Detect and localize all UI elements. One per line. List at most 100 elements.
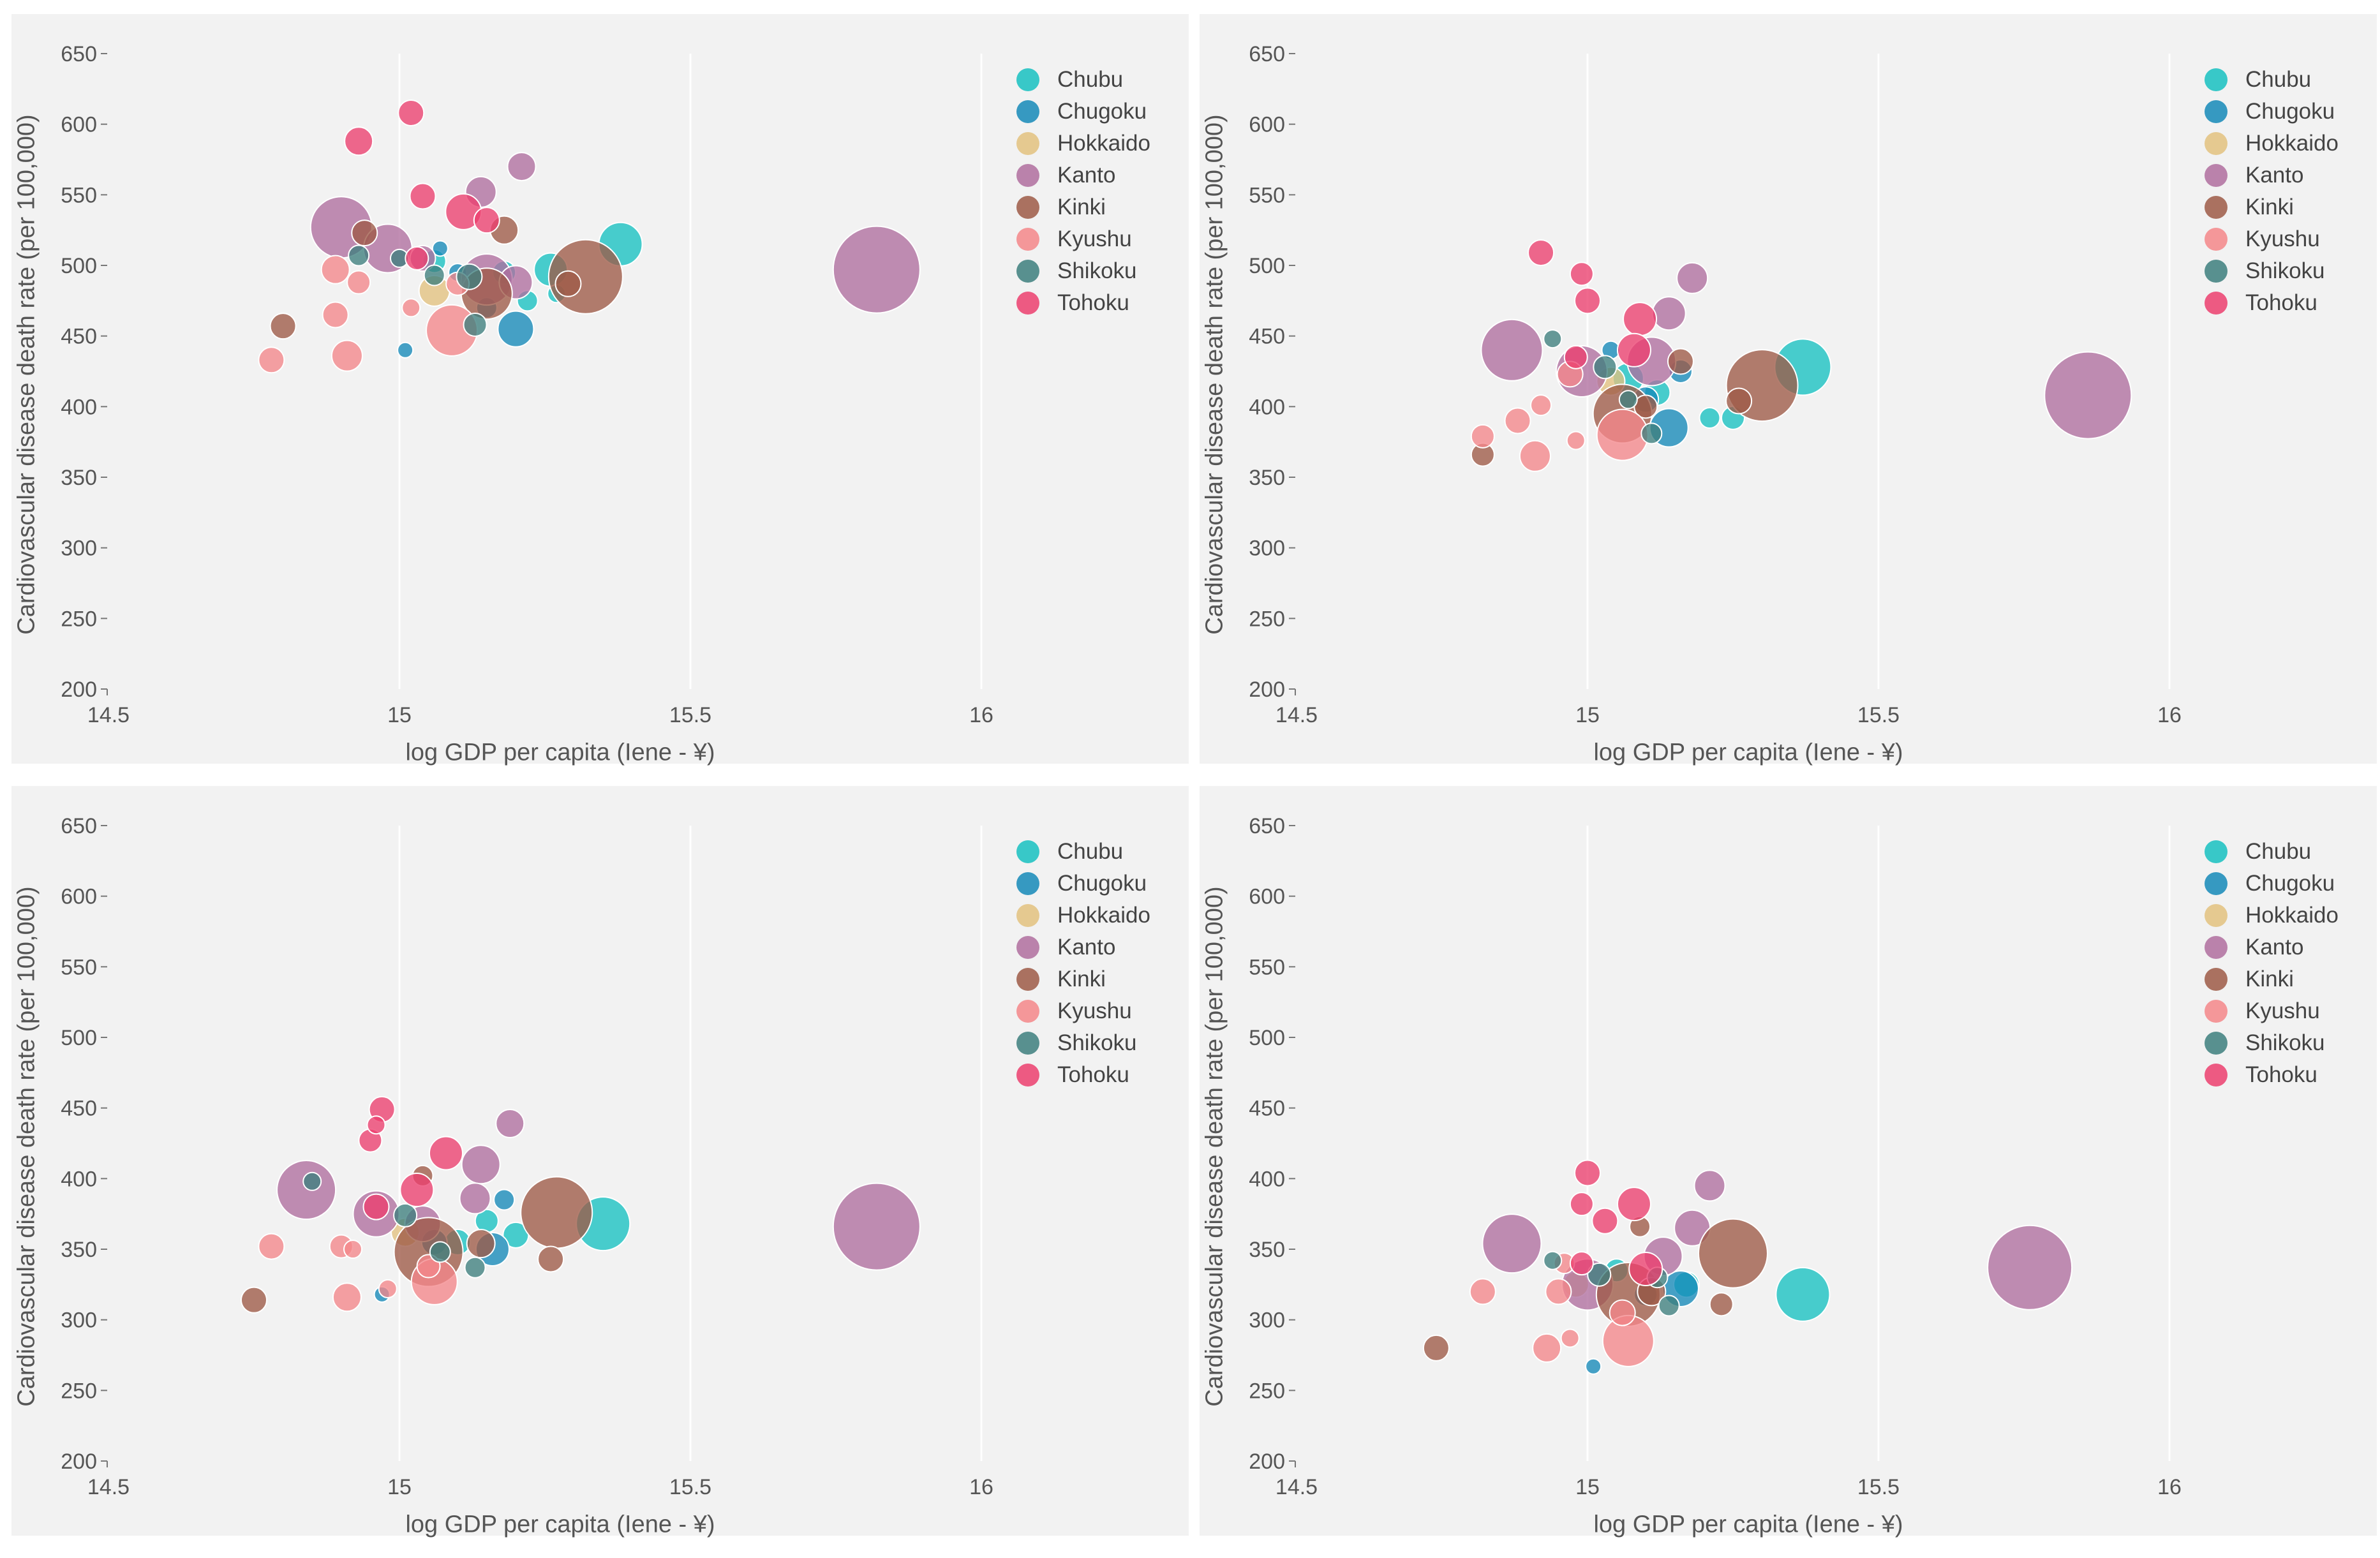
legend-item-chugoku[interactable]: Chugoku [2205, 96, 2339, 128]
y-tick-label: 500 [61, 1026, 97, 1050]
data-point-kyushu [1596, 408, 1649, 461]
legend-marker-icon [1016, 68, 1039, 91]
legend-item-shikoku[interactable]: Shikoku [1016, 1027, 1150, 1059]
data-point-shikoku [1543, 329, 1563, 349]
legend-item-kinki[interactable]: Kinki [2205, 191, 2339, 223]
legend-item-kyushu[interactable]: Kyushu [2205, 995, 2339, 1027]
legend-item-kanto[interactable]: Kanto [1016, 931, 1150, 963]
y-tick-label: 550 [61, 183, 97, 207]
legend-item-chubu[interactable]: Chubu [2205, 64, 2339, 96]
legend-item-hokkaido[interactable]: Hokkaido [2205, 900, 2339, 931]
legend-label: Hokkaido [1057, 131, 1150, 156]
data-point-tohoku [1569, 262, 1594, 286]
legend-label: Chugoku [1057, 871, 1147, 896]
legend-marker-icon [1016, 872, 1039, 895]
y-axis-title: Cardiovascular disease death rate (per 1… [13, 886, 40, 1407]
y-tick-label: 650 [61, 814, 97, 838]
legend-item-hokkaido[interactable]: Hokkaido [2205, 128, 2339, 160]
y-axis-title: Cardiovascular disease death rate (per 1… [1201, 886, 1228, 1407]
legend-item-chubu[interactable]: Chubu [1016, 64, 1150, 96]
legend-item-kanto[interactable]: Kanto [1016, 160, 1150, 191]
chart-panel: 200 250 300 350 400 450 500 550 600 650 14.5 15 15.5… [1200, 786, 2377, 1538]
legend-item-kanto[interactable]: Kanto [2205, 931, 2339, 963]
data-point-kanto [1693, 1169, 1726, 1202]
legend-marker-icon [2205, 1064, 2228, 1087]
legend-marker-icon [1016, 260, 1039, 283]
data-point-kyushu [346, 270, 371, 295]
y-axis-title: Cardiovascular disease death rate (per 1… [1201, 114, 1228, 635]
data-point-shikoku [1618, 390, 1638, 410]
data-point-kyushu [322, 301, 349, 329]
data-point-tohoku [1569, 1192, 1594, 1217]
data-point-kinki [537, 1245, 565, 1273]
data-point-shikoku [302, 1171, 322, 1191]
legend-marker-icon [1016, 100, 1039, 123]
legend-label: Kanto [2245, 163, 2304, 188]
data-point-tohoku [1591, 1207, 1619, 1235]
legend-marker-icon [1016, 968, 1039, 991]
legend-item-shikoku[interactable]: Shikoku [2205, 255, 2339, 287]
chart-panel: 200 250 300 350 400 450 500 550 600 650 14.5 15 15.5… [1200, 14, 2377, 766]
legend-label: Shikoku [2245, 1030, 2325, 1055]
legend-item-kyushu[interactable]: Kyushu [1016, 995, 1150, 1027]
legend-item-chubu[interactable]: Chubu [2205, 836, 2339, 868]
legend-item-hokkaido[interactable]: Hokkaido [1016, 900, 1150, 931]
x-axis-title: log GDP per capita (Iene - ¥) [1593, 739, 1903, 766]
legend-item-tohoku[interactable]: Tohoku [1016, 1059, 1150, 1091]
y-tick-label: 350 [1249, 466, 1285, 490]
legend-marker-icon [2205, 840, 2228, 863]
legend-item-shikoku[interactable]: Shikoku [2205, 1027, 2339, 1059]
data-point-chubu [1775, 1266, 1831, 1322]
legend-label: Chugoku [1057, 99, 1147, 124]
y-tick-label: 200 [61, 678, 97, 702]
y-tick-label: 300 [61, 1309, 97, 1333]
legend-item-chubu[interactable]: Chubu [1016, 836, 1150, 868]
legend-item-chugoku[interactable]: Chugoku [2205, 868, 2339, 900]
legend-label: Kinki [2245, 195, 2294, 219]
data-point-shikoku [463, 312, 487, 337]
legend-label: Chubu [1057, 839, 1124, 864]
legend-item-tohoku[interactable]: Tohoku [1016, 287, 1150, 319]
data-point-kyushu [1530, 394, 1552, 417]
legend-item-hokkaido[interactable]: Hokkaido [1016, 128, 1150, 160]
legend-marker-icon [1016, 164, 1039, 187]
data-point-kyushu [332, 1282, 362, 1312]
legend-marker-icon [1016, 196, 1039, 219]
data-point-chugoku [497, 310, 535, 348]
legend-marker-icon [1016, 1032, 1039, 1055]
legend-item-tohoku[interactable]: Tohoku [2205, 1059, 2339, 1091]
legend-label: Chubu [2245, 67, 2312, 92]
y-tick-label: 650 [61, 42, 97, 66]
data-point-kanto [1676, 262, 1709, 294]
data-point-shikoku [1658, 1295, 1680, 1317]
legend-label: Chubu [1057, 67, 1124, 92]
y-tick-label: 400 [61, 1167, 97, 1191]
data-point-kinki [351, 219, 378, 247]
y-tick-label: 400 [61, 395, 97, 419]
legend-item-kyushu[interactable]: Kyushu [1016, 223, 1150, 255]
data-point-tohoku [1623, 302, 1658, 337]
legend-item-chugoku[interactable]: Chugoku [1016, 96, 1150, 128]
legend-item-tohoku[interactable]: Tohoku [2205, 287, 2339, 319]
chart-panel: 200 250 300 350 400 450 500 550 600 650 14.5 15 15.5… [11, 14, 1189, 766]
legend-label: Hokkaido [1057, 903, 1150, 928]
legend-item-chugoku[interactable]: Chugoku [1016, 868, 1150, 900]
legend-item-kinki[interactable]: Kinki [1016, 191, 1150, 223]
legend-item-shikoku[interactable]: Shikoku [1016, 255, 1150, 287]
legend-item-kinki[interactable]: Kinki [2205, 963, 2339, 995]
legend-item-kanto[interactable]: Kanto [2205, 160, 2339, 191]
data-point-tohoku [1628, 1251, 1663, 1286]
legend-item-kinki[interactable]: Kinki [1016, 963, 1150, 995]
data-point-tohoku [405, 246, 429, 271]
data-point-chugoku [1585, 1358, 1602, 1375]
data-point-kyushu [1532, 1333, 1562, 1363]
x-tick-label: 15 [387, 703, 412, 727]
x-tick-label: 14.5 [87, 703, 130, 727]
x-tick-label: 15 [387, 1475, 412, 1499]
x-tick-label: 16 [969, 703, 993, 727]
y-tick-label: 450 [1249, 325, 1285, 349]
legend-item-kyushu[interactable]: Kyushu [2205, 223, 2339, 255]
legend-label: Kanto [1057, 163, 1116, 188]
data-point-shikoku [456, 263, 483, 290]
data-point-kanto [2044, 351, 2132, 440]
